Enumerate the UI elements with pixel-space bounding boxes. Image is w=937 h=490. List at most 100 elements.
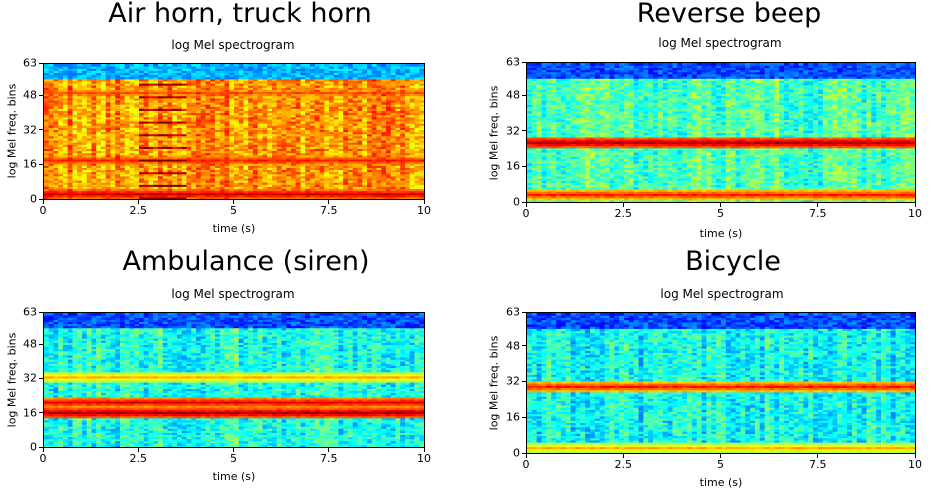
heatmap-cell: [272, 171, 278, 175]
heatmap-cell: [134, 116, 140, 120]
heatmap-cell: [129, 144, 135, 147]
heatmap-cell: [44, 127, 50, 130]
heatmap-cell: [395, 135, 401, 139]
heatmap-cell: [338, 95, 344, 99]
heatmap-cell: [129, 188, 135, 192]
heatmap-cell: [324, 80, 330, 84]
heatmap-cell: [234, 173, 240, 177]
heatmap-cell: [409, 165, 416, 168]
heatmap-cell: [91, 82, 97, 86]
heatmap-cell: [120, 196, 126, 199]
heatmap-cell: [357, 114, 363, 118]
heatmap-cell: [162, 112, 169, 116]
heatmap-cell: [200, 152, 207, 156]
heatmap-cell: [215, 158, 221, 162]
heatmap-cell: [139, 184, 145, 187]
heatmap-cell: [139, 97, 145, 101]
heatmap-cell: [357, 161, 363, 164]
heatmap-cell: [200, 106, 207, 109]
heatmap-cell: [96, 190, 102, 194]
heatmap-cell: [286, 114, 292, 118]
heatmap-cell: [210, 144, 216, 147]
heatmap-cell: [219, 101, 226, 105]
heatmap-cell: [101, 74, 107, 78]
heatmap-cell: [91, 106, 97, 109]
heatmap-cell: [343, 125, 349, 128]
heatmap-cell: [205, 112, 211, 116]
heatmap-cell: [343, 74, 349, 78]
heatmap-cell: [205, 148, 211, 152]
heatmap-cell: [229, 192, 235, 196]
heatmap-cell: [48, 184, 55, 187]
heatmap-cell: [177, 95, 183, 99]
heatmap-cell: [305, 72, 311, 76]
heatmap-cell: [63, 64, 69, 67]
heatmap-cell: [167, 186, 173, 190]
heatmap-cell: [324, 97, 330, 101]
heatmap-cell: [310, 129, 316, 133]
heatmap-cell: [115, 82, 121, 86]
heatmap-cell: [357, 158, 363, 162]
heatmap-cell: [124, 91, 131, 95]
heatmap-cell: [186, 171, 192, 175]
heatmap-cell: [58, 95, 64, 99]
heatmap-cell: [181, 173, 188, 177]
heatmap-cell: [44, 177, 50, 181]
heatmap-cell: [44, 161, 50, 164]
heatmap-cell: [405, 186, 411, 190]
heatmap-cell: [186, 97, 192, 101]
heatmap-cell: [196, 167, 202, 171]
heatmap-cell: [390, 186, 397, 190]
heatmap-cell: [219, 131, 226, 135]
heatmap-cell: [210, 186, 216, 190]
heatmap-cell: [409, 123, 416, 126]
heatmap-cell: [105, 68, 112, 71]
heatmap-cell: [281, 85, 287, 88]
heatmap-cell: [267, 125, 273, 128]
heatmap-cell: [400, 104, 406, 107]
heatmap-cell: [305, 78, 311, 82]
heatmap-cell: [63, 131, 69, 135]
heatmap-cell: [362, 125, 368, 128]
heatmap-cell: [148, 66, 154, 69]
heatmap-cell: [205, 180, 211, 183]
heatmap-cell: [91, 68, 97, 71]
heatmap-cell: [295, 72, 302, 76]
heatmap-cell: [148, 158, 154, 162]
heatmap-cell: [177, 129, 183, 133]
heatmap-cell: [219, 80, 226, 84]
heatmap-cell: [48, 137, 55, 141]
heatmap-cell: [115, 76, 121, 80]
heatmap-cell: [77, 114, 83, 118]
heatmap-cell: [210, 116, 216, 120]
heatmap-cell: [338, 129, 344, 133]
heatmap-cell: [167, 169, 173, 173]
heatmap-cell: [205, 78, 211, 82]
heatmap-cell: [44, 194, 50, 198]
heatmap-cell: [167, 146, 173, 149]
heatmap-cell: [186, 114, 192, 118]
heatmap-cell: [319, 106, 325, 109]
heatmap-cell: [324, 116, 330, 120]
heatmap-cell: [162, 80, 169, 84]
heatmap-cell: [238, 156, 245, 160]
heatmap-cell: [63, 169, 69, 173]
heatmap-cell: [386, 175, 392, 179]
heatmap-cell: [110, 123, 116, 126]
heatmap-cell: [295, 142, 302, 145]
heatmap-cell: [224, 186, 230, 190]
heatmap-cell: [295, 91, 302, 95]
heatmap-cell: [333, 82, 340, 86]
heatmap-cell: [324, 74, 330, 78]
heatmap-cell: [48, 169, 55, 173]
heatmap-cell: [153, 91, 159, 95]
heatmap-cell: [148, 190, 154, 194]
heatmap-cell: [400, 99, 406, 103]
heatmap-cell: [276, 192, 283, 196]
heatmap-cell: [281, 95, 287, 99]
heatmap-cell: [262, 169, 268, 173]
heatmap-cell: [67, 76, 74, 80]
heatmap-cell: [86, 95, 93, 99]
heatmap-cell: [343, 99, 349, 103]
heatmap-cell: [224, 72, 230, 76]
